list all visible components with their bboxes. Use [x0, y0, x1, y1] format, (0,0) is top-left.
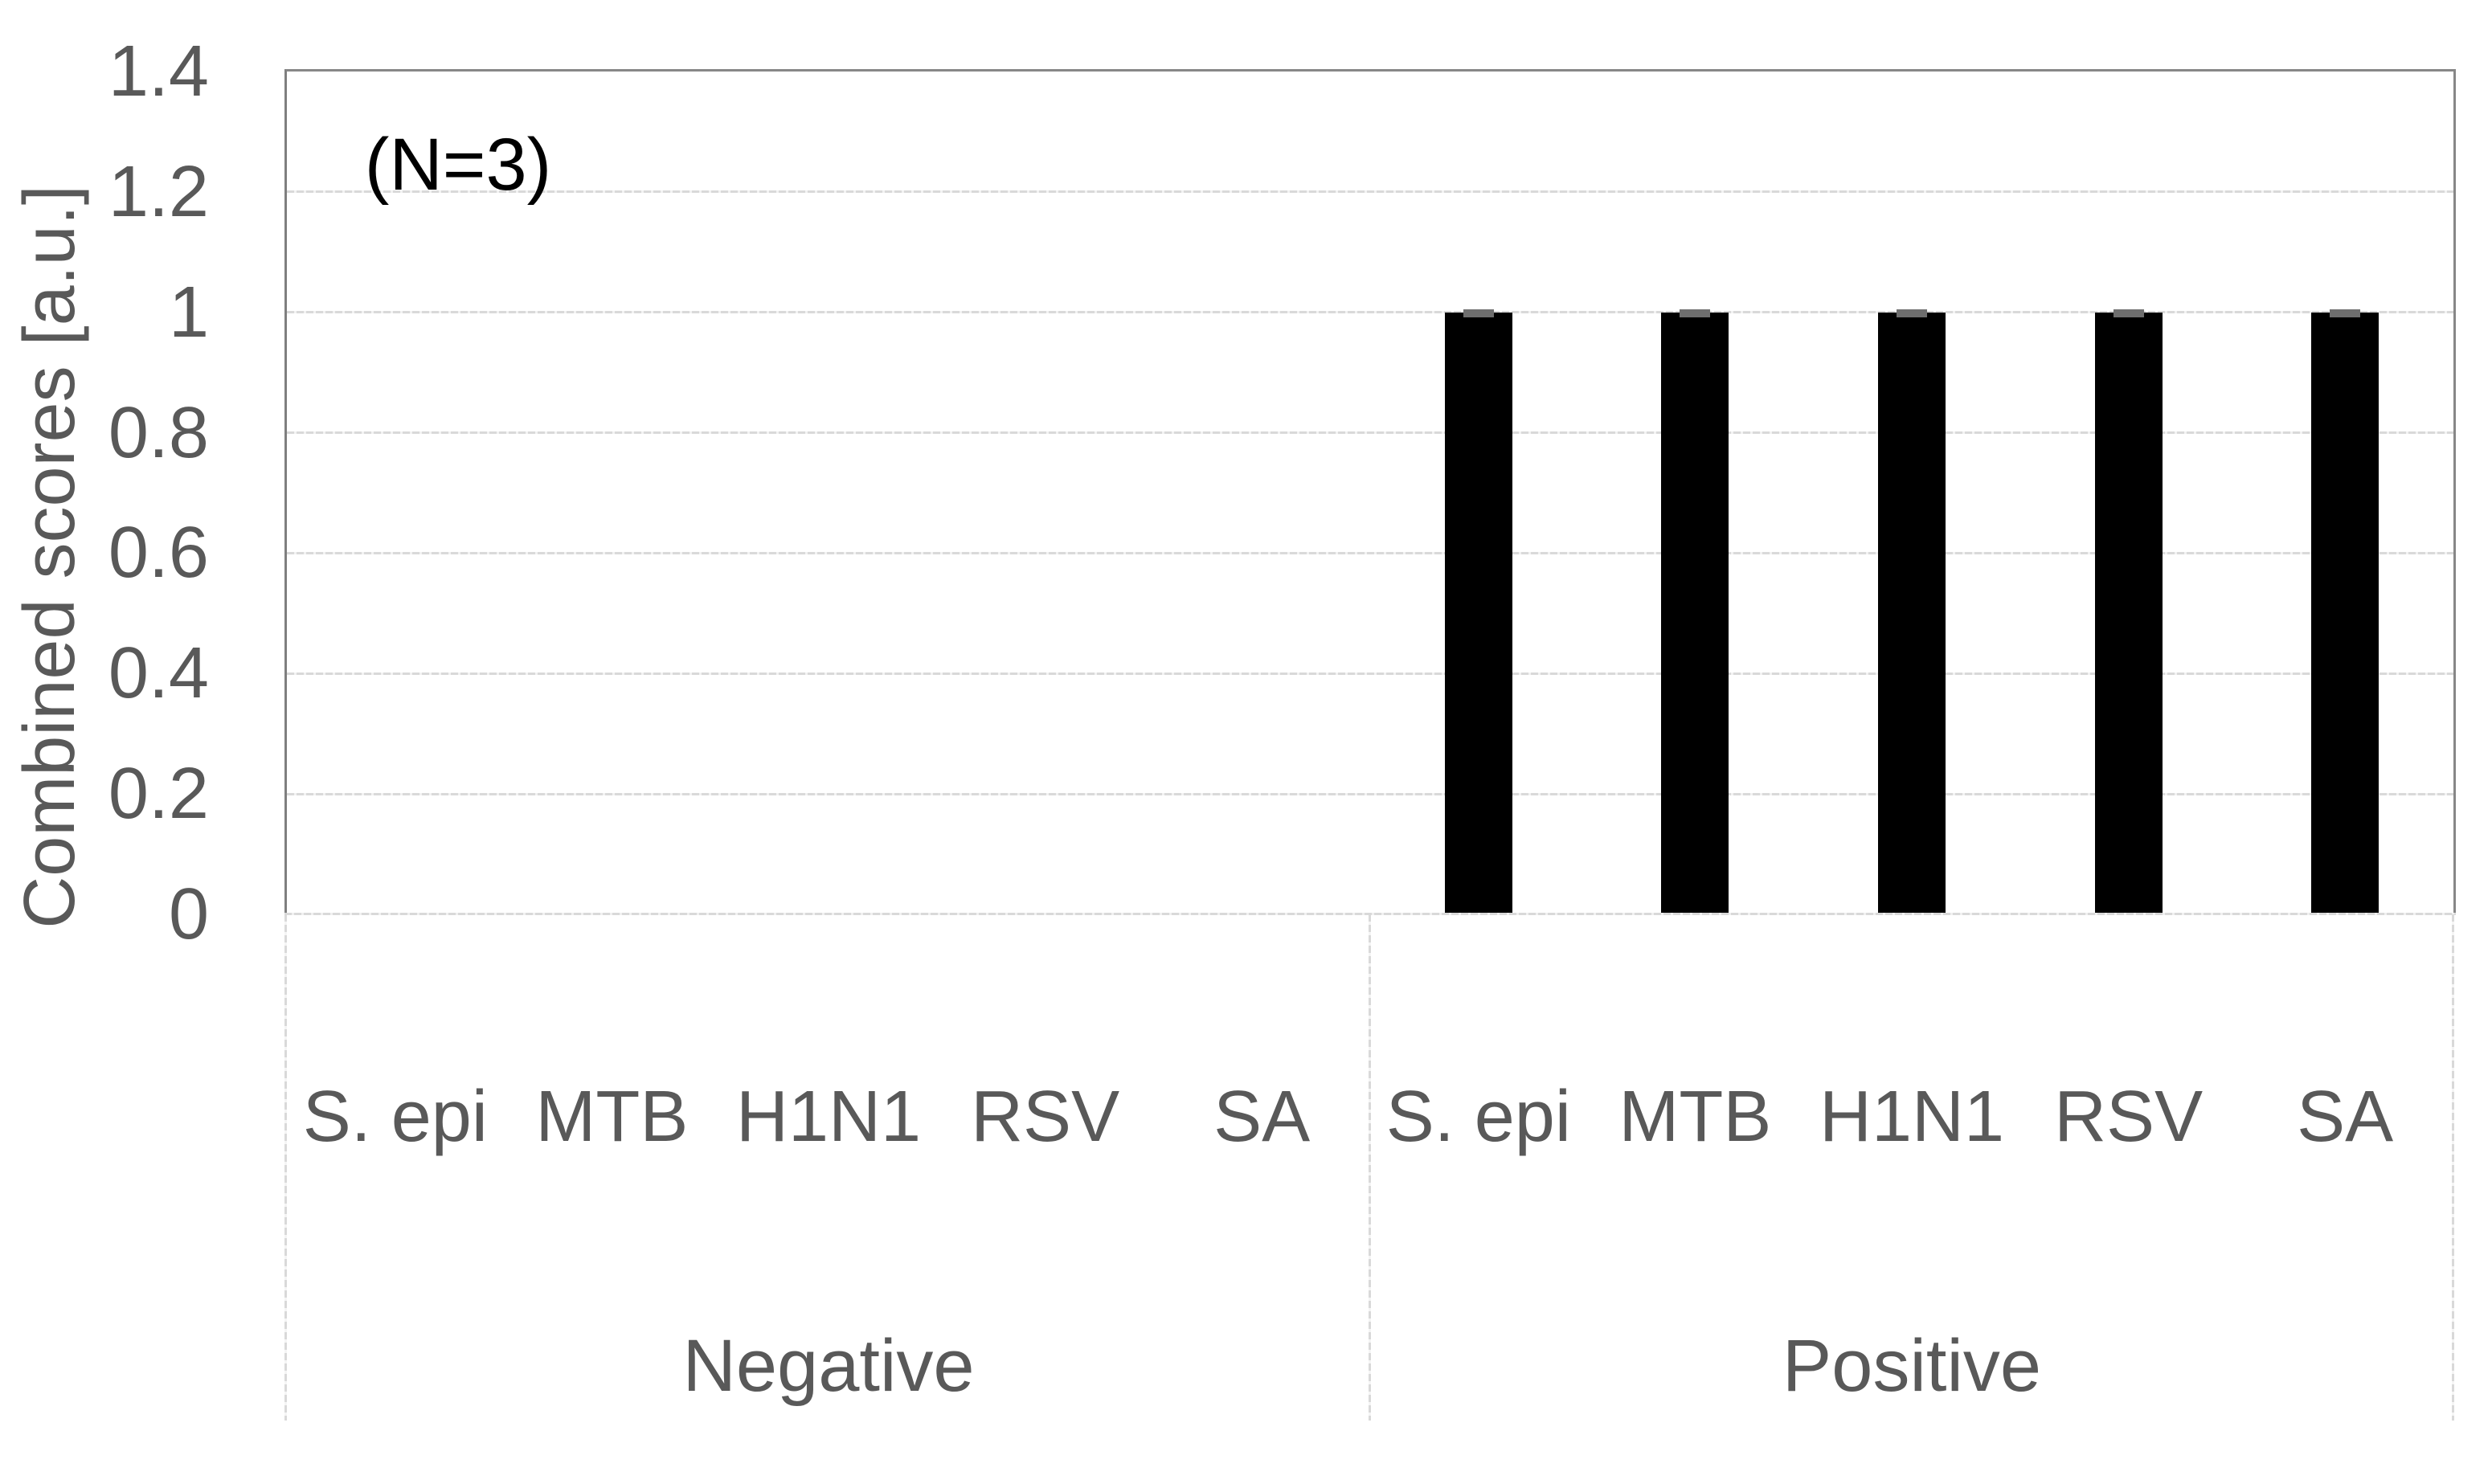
category-divider-middle	[1369, 914, 1371, 1421]
y-tick-label: 0.6	[108, 513, 209, 594]
error-bar-cap	[1897, 309, 1927, 317]
y-tick-label: 0.8	[108, 392, 209, 473]
category-label: SA	[1213, 1077, 1311, 1157]
category-divider-left	[284, 914, 287, 1421]
category-label: MTB	[535, 1077, 689, 1157]
x-axis-line	[284, 913, 2456, 915]
category-label: RSV	[971, 1077, 1120, 1157]
category-label: H1N1	[735, 1077, 922, 1157]
category-label: SA	[2297, 1077, 2394, 1157]
category-label: MTB	[1618, 1077, 1772, 1157]
group-label-positive: Positive	[1782, 1325, 2042, 1407]
bar-sa	[2311, 309, 2379, 914]
bar-h1n1	[1878, 309, 1946, 914]
error-bar-cap	[1463, 309, 1494, 317]
y-tick-label: 0.4	[108, 633, 209, 714]
bar-rsv	[2094, 309, 2163, 914]
group-label-negative: Negative	[682, 1325, 975, 1407]
error-bar-cap	[2113, 309, 2144, 317]
gridline	[287, 311, 2453, 314]
bar-s-epi	[1444, 309, 1512, 914]
y-tick-label: 0	[168, 874, 209, 955]
category-label: RSV	[2054, 1077, 2204, 1157]
error-bar-cap	[1680, 309, 1711, 317]
gridline	[287, 672, 2453, 675]
y-tick-label: 1.4	[108, 31, 209, 112]
error-bar-cap	[2330, 309, 2361, 317]
gridline	[287, 190, 2453, 194]
gridline	[287, 551, 2453, 554]
gridline	[287, 431, 2453, 435]
y-tick-label: 0.2	[108, 754, 209, 835]
y-tick-label: 1.2	[108, 151, 209, 232]
category-divider-right	[2452, 914, 2454, 1421]
y-tick-label: 1	[168, 272, 209, 353]
category-label: S. epi	[302, 1077, 488, 1157]
category-label: H1N1	[1819, 1077, 2005, 1157]
gridline	[287, 792, 2453, 795]
bar-mtb	[1661, 309, 1729, 914]
category-label: S. epi	[1385, 1077, 1571, 1157]
sample-size-annotation: (N=3)	[364, 124, 552, 206]
plot-area	[284, 69, 2456, 914]
